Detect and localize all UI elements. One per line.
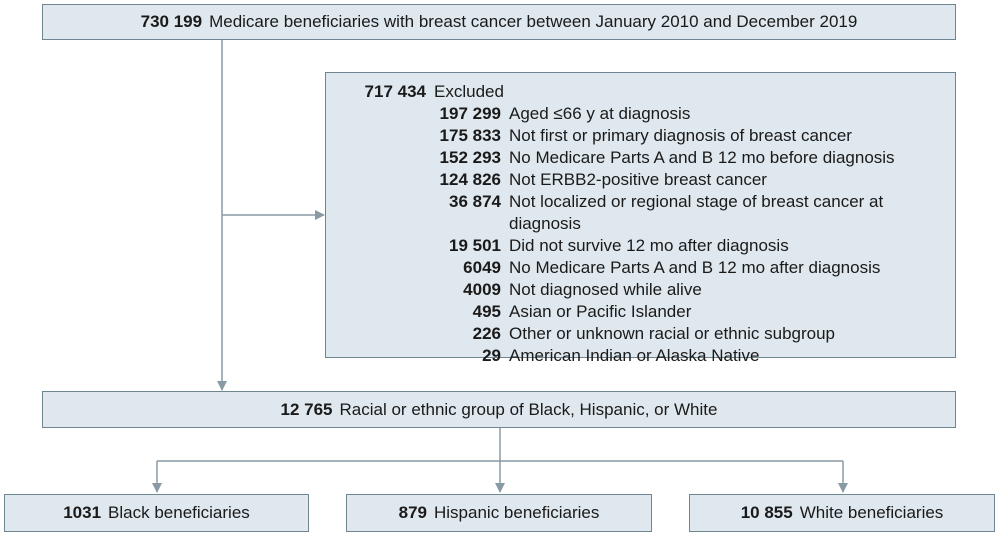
excluded-item-label: Asian or Pacific Islander (509, 302, 692, 321)
group-count: 879 (398, 503, 427, 522)
white-group-box: 10 855 White beneficiaries (689, 494, 995, 532)
middle-label: Racial or ethnic group of Black, Hispani… (339, 399, 718, 419)
excluded-item-label: Other or unknown racial or ethnic subgro… (509, 324, 836, 343)
excluded-box: 717 434 Excluded 197 299 Aged ≤66 y at d… (325, 72, 956, 365)
excluded-item-label: Aged ≤66 y at diagnosis (509, 104, 691, 123)
group-label: White beneficiaries (799, 503, 944, 522)
excluded-item-count: 19 501 (449, 236, 501, 255)
excluded-item-count: 226 (472, 324, 501, 343)
hispanic-group-box: 879 Hispanic beneficiaries (346, 494, 652, 532)
excluded-label: Excluded (434, 82, 504, 101)
group-label: Black beneficiaries (108, 503, 250, 522)
excluded-item-label: Not diagnosed while alive (509, 280, 702, 299)
excluded-item-label: No Medicare Parts A and B 12 mo before d… (509, 148, 895, 167)
excluded-item-label: No Medicare Parts A and B 12 mo after di… (509, 258, 881, 277)
excluded-count: 717 434 (364, 82, 426, 101)
excluded-item-label: American Indian or Alaska Native (509, 346, 760, 365)
excluded-item-label: Not ERBB2-positive breast cancer (509, 170, 767, 189)
excluded-item-count: 175 833 (439, 126, 501, 145)
excluded-item-count: 152 293 (439, 148, 501, 167)
excluded-item-count: 4009 (463, 280, 501, 299)
group-label: Hispanic beneficiaries (434, 503, 600, 522)
excluded-item-label: Did not survive 12 mo after diagnosis (509, 236, 789, 255)
top-count: 730 199 (140, 12, 203, 31)
black-group-box: 1031 Black beneficiaries (4, 494, 309, 532)
excluded-item-label: Not first or primary diagnosis of breast… (509, 126, 852, 145)
middle-count: 12 765 (280, 399, 333, 419)
excluded-item-label: Not localized or regional stage of breas… (509, 192, 884, 233)
excluded-items: 197 299 Aged ≤66 y at diagnosis 175 833 … (346, 103, 955, 367)
group-count: 1031 (63, 503, 102, 522)
excluded-item-count: 495 (472, 302, 501, 321)
top-label: Medicare beneficiaries with breast cance… (209, 12, 858, 31)
excluded-item-count: 197 299 (439, 104, 501, 123)
excluded-item-count: 29 (482, 346, 501, 365)
excluded-item-count: 36 874 (449, 192, 501, 211)
excluded-item-count: 124 826 (439, 170, 501, 189)
excluded-list: 717 434 Excluded 197 299 Aged ≤66 y at d… (346, 81, 955, 367)
excluded-item-count: 6049 (463, 258, 501, 277)
top-box: 730 199 Medicare beneficiaries with brea… (42, 4, 956, 40)
middle-box: 12 765 Racial or ethnic group of Black, … (42, 391, 956, 428)
group-count: 10 855 (740, 503, 793, 522)
